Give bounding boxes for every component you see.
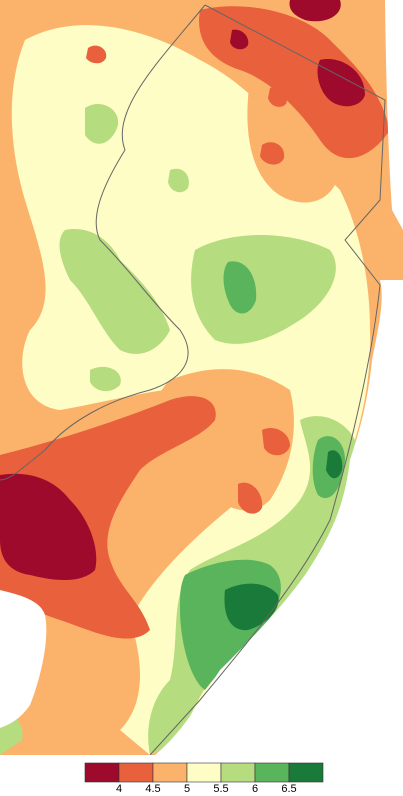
legend-swatch	[118, 762, 154, 783]
legend-swatch	[152, 762, 188, 783]
precip-region	[289, 0, 341, 22]
legend: 4 4.5 5 5.5 6 6.5	[84, 762, 324, 795]
legend-tick-label: 6	[252, 783, 258, 795]
precip-region	[168, 168, 189, 193]
legend-tick-label: 5	[184, 783, 190, 795]
legend-swatch	[254, 762, 290, 783]
precip-region	[59, 229, 170, 354]
precip-region	[191, 235, 336, 344]
legend-tick-label: 6.5	[281, 783, 296, 795]
precip-region	[224, 583, 279, 631]
precip-region	[268, 87, 287, 107]
precip-region	[223, 261, 257, 314]
precip-region	[260, 142, 285, 165]
legend-swatch	[84, 762, 120, 783]
precip-region	[238, 482, 263, 514]
precip-region	[326, 450, 343, 479]
precip-region	[0, 473, 97, 580]
legend-tick-label: 4.5	[145, 783, 160, 795]
legend-swatch	[186, 762, 222, 783]
hudson	[385, 0, 403, 230]
ocean	[155, 280, 403, 755]
precip-region	[86, 45, 107, 64]
precip-region	[262, 427, 290, 456]
precip-region	[230, 29, 249, 50]
legend-tick-label: 5.5	[213, 783, 228, 795]
legend-swatch	[288, 762, 324, 783]
legend-swatch	[220, 762, 256, 783]
bay	[0, 590, 47, 728]
precip-region	[85, 104, 119, 144]
state-border	[0, 4, 386, 756]
precip-region	[90, 366, 121, 392]
legend-tick-label: 4	[116, 783, 122, 795]
